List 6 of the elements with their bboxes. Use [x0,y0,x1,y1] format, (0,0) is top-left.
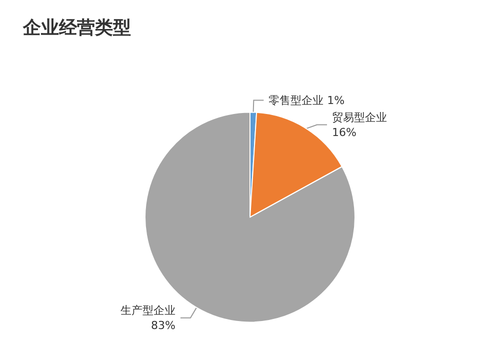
slice-label: 零售型企业 1% [268,94,345,107]
chart-title: 企业经营类型 [22,18,131,38]
data-label: 16% [332,126,356,139]
slice-label: 贸易型企业 [332,110,387,124]
slice-label: 生产型企业 [120,304,176,317]
data-label: 83% [151,318,176,332]
